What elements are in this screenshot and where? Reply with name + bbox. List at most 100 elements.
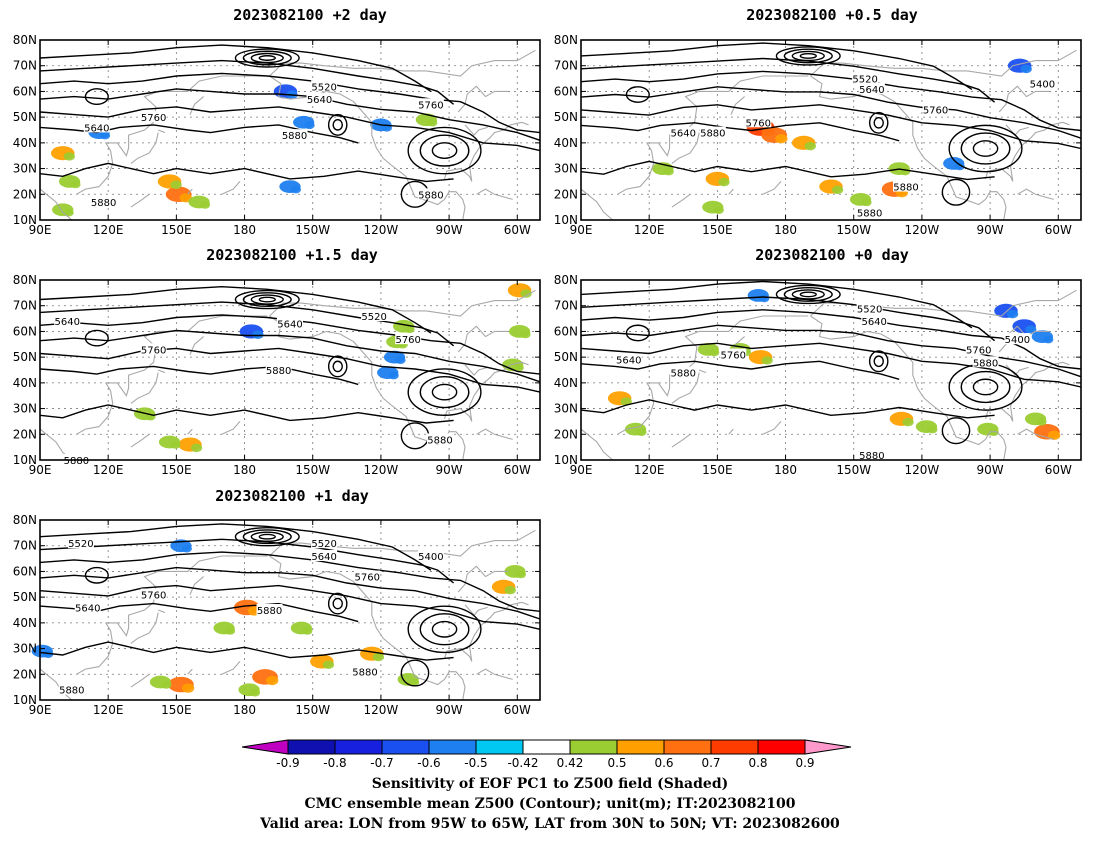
lat-tick-label: 40N: [13, 136, 37, 150]
contour-label: 5880: [64, 456, 89, 467]
panel-title-plus-1.5-day: 2023082100 +1.5 day: [206, 246, 378, 264]
sensitivity-patch: [513, 364, 524, 372]
coastline: [457, 565, 509, 593]
contour-label: 5760: [418, 100, 443, 111]
coastline: [130, 372, 159, 404]
z500-closed-contour: [783, 286, 833, 302]
sensitivity-patch: [759, 294, 770, 303]
contour-label: 5760: [923, 105, 948, 116]
contour-label: 5880: [893, 183, 918, 194]
z500-closed-contour: [250, 52, 284, 64]
z500-contour: [39, 106, 541, 152]
sensitivity-patch: [224, 627, 236, 635]
sensitivity-patch: [266, 675, 279, 686]
coastline: [1017, 428, 1054, 440]
lon-tick-label: 90E: [570, 463, 593, 477]
z500-closed-contour: [791, 289, 825, 300]
z500-closed-contour: [972, 140, 999, 157]
sensitivity-patch: [181, 683, 195, 693]
contour-label: 5880: [700, 129, 725, 140]
colorbar-box: [757, 739, 806, 755]
lat-tick-label: 30N: [554, 402, 578, 416]
z500-closed-contour: [327, 113, 348, 136]
coastline: [189, 576, 204, 595]
z500-contour: [39, 365, 359, 386]
coastline: [617, 75, 809, 195]
coastline: [158, 129, 166, 134]
coastline: [998, 85, 1050, 113]
sensitivity-patch: [170, 441, 181, 449]
contour-label: 5880: [973, 358, 998, 369]
z500-closed-contour: [625, 86, 650, 103]
z500-closed-contour: [419, 613, 470, 646]
colorbar-tick-label: -0.5: [464, 756, 487, 770]
z500-closed-contour: [327, 592, 348, 615]
sensitivity-patch: [831, 185, 844, 195]
contour-label-bg: [745, 116, 772, 128]
coastline: [269, 529, 536, 557]
lon-tick-label: 150W: [295, 463, 330, 477]
z500-contour: [39, 641, 454, 661]
contour-label: 5640: [859, 85, 884, 96]
colorbar-legend: -0.9 -0.8 -0.7 -0.6 -0.5 -0.42 0.42 0.5 0.6 0.7 0.…: [241, 739, 852, 770]
contour-label: 5880: [671, 369, 696, 380]
coastline: [699, 369, 707, 374]
z500-contour: [580, 57, 996, 103]
coastline: [728, 428, 734, 435]
z500-closed-contour: [873, 355, 884, 368]
lon-tick-label: 150E: [702, 463, 733, 477]
colorbar-box: [616, 739, 665, 755]
z500-contour: [580, 104, 1082, 150]
z500-contour: [580, 399, 995, 419]
z500-closed-contour: [250, 531, 284, 542]
z500-closed-contour: [242, 529, 292, 545]
contour-label-bg: [256, 604, 283, 615]
lon-tick-label: 90W: [436, 463, 463, 477]
footer-line-valid-area: Valid area: LON from 95W to 65W, LAT fro…: [260, 816, 840, 832]
sensitivity-patch: [515, 570, 527, 579]
lon-tick-label: 90E: [570, 223, 593, 237]
sensitivity-patch: [170, 180, 182, 189]
coastline: [76, 75, 268, 195]
z500-closed-contour: [868, 111, 889, 134]
contour-label-bg: [417, 188, 444, 200]
colorbar-tick-label: -0.8: [323, 756, 346, 770]
lat-tick-label: 20N: [554, 427, 578, 441]
z500-closed-contour: [960, 370, 1011, 404]
z500-closed-contour: [258, 296, 276, 303]
lat-tick-label: 80N: [13, 513, 37, 527]
lat-tick-label: 70N: [13, 539, 37, 553]
lat-tick-label: 30N: [13, 402, 37, 416]
contour-label-bg: [306, 93, 333, 105]
coastline: [1017, 188, 1054, 200]
lon-tick-label: 90E: [29, 463, 52, 477]
z500-contour: [39, 347, 541, 393]
z500-closed-contour: [407, 126, 482, 175]
z500-contour: [39, 538, 455, 584]
contour-label: 5880: [352, 668, 377, 679]
sensitivity-patch: [427, 118, 438, 127]
z500-closed-contour: [407, 368, 482, 416]
colorbar-box: [522, 739, 571, 755]
contour-label: 5640: [75, 603, 100, 614]
coastline: [617, 315, 809, 435]
sensitivity-patch: [1047, 430, 1061, 440]
sensitivity-patch: [63, 152, 75, 161]
colorbar-box: [287, 739, 336, 755]
sensitivity-patch: [322, 660, 335, 669]
z500-contour: [39, 551, 541, 612]
lat-tick-label: 60N: [554, 324, 578, 338]
lon-tick-label: 90E: [29, 703, 52, 717]
contour-label: 5880: [257, 606, 282, 617]
lon-tick-label: 90W: [436, 223, 463, 237]
contour-label-bg: [417, 550, 444, 561]
z500-contour: [580, 360, 900, 380]
coastline: [476, 428, 513, 440]
colorbar-tick-label: 0.7: [701, 756, 720, 770]
contour-label: 5880: [59, 686, 84, 697]
coastline: [1005, 124, 1029, 136]
contour-label-bg: [720, 348, 747, 360]
z500-closed-contour: [431, 620, 458, 638]
sensitivity-patch: [43, 650, 54, 658]
lat-tick-label: 10N: [554, 453, 578, 467]
